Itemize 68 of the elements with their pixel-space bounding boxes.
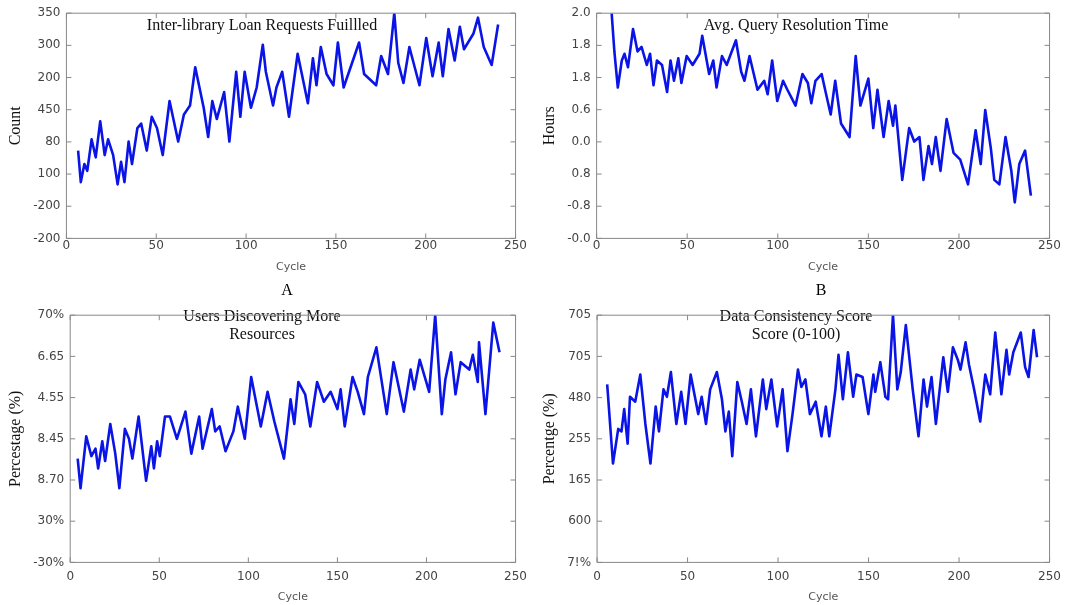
category-label: -0.8 (567, 198, 591, 213)
x-tick-label: 150 (324, 238, 348, 253)
x-tick-label: 50 (679, 568, 696, 583)
category-label: -200 (33, 230, 61, 245)
category-label: -30% (33, 554, 65, 569)
category-label: 30% (37, 512, 65, 527)
category-label: 1.8 (571, 37, 591, 52)
x-tick-label: 200 (947, 238, 971, 253)
x-tick-label: 250 (504, 238, 527, 253)
category-label: 200 (37, 69, 61, 84)
category-label: 4.55 (37, 389, 65, 404)
x-tick-label: 100 (234, 238, 258, 253)
x-axis-title: Cycle (275, 259, 307, 273)
category-label: 480 (568, 389, 592, 404)
x-tick-label: 150 (857, 568, 880, 583)
y-axis-title: Percentge (%) (539, 392, 558, 484)
category-label: 7!% (567, 554, 592, 569)
category-label: 0.0 (571, 134, 591, 149)
category-label: 70% (37, 306, 65, 321)
y-axis-title: Hours (539, 106, 557, 146)
category-label: 80 (45, 134, 61, 149)
chart-title: Avg. Query Resolution Time (703, 16, 889, 35)
category-label: 0.6 (571, 101, 591, 116)
category-label: 600 (568, 512, 592, 527)
x-tick-label: 0 (66, 568, 75, 583)
category-label: 1.8 (571, 69, 591, 84)
category-label: 705 (568, 306, 592, 321)
x-tick-label: 200 (415, 568, 438, 583)
x-tick-label: 150 (325, 568, 349, 583)
x-tick-label: 50 (151, 568, 167, 583)
category-label: -0.0 (567, 230, 591, 245)
category-label: 100 (37, 166, 61, 181)
category-label: -200 (33, 198, 61, 213)
category-label: 705 (568, 348, 592, 363)
x-tick-label: 50 (148, 238, 164, 253)
x-tick-label: 250 (504, 568, 527, 583)
text: A (280, 280, 293, 300)
x-tick-label: 250 (1038, 568, 1061, 583)
x-tick-label: 100 (766, 568, 790, 583)
x-axis-title: Cycle (808, 259, 839, 273)
x-axis-title: Cycle (808, 589, 839, 603)
category-label: 255 (568, 430, 592, 445)
x-tick-label: 0 (592, 238, 601, 253)
category-label: 2.0 (571, 5, 591, 20)
category-label: 450 (37, 101, 61, 116)
category-label: 8.45 (37, 430, 65, 445)
category-label: 165 (568, 471, 592, 486)
x-tick-label: 150 (856, 238, 880, 253)
y-axis-title: Count (5, 105, 23, 146)
x-tick-label: 0 (62, 238, 71, 253)
chart-title: Data Consistency Score Score (0-100) (719, 306, 873, 343)
x-tick-label: 200 (947, 568, 971, 583)
x-tick-label: 100 (236, 568, 260, 583)
category-label: 6.65 (37, 348, 65, 363)
x-tick-label: 100 (766, 238, 790, 253)
category-label: 0.8 (571, 166, 591, 181)
x-tick-label: 50 (679, 238, 695, 253)
y-axis-title: Percestage (%) (5, 390, 24, 487)
x-tick-label: 200 (414, 238, 438, 253)
x-tick-label: 0 (593, 568, 601, 583)
category-label: 300 (37, 37, 61, 52)
x-axis-title: Cycle (277, 589, 309, 603)
chart-title: Inter-library Loan Requests Fuillled (146, 16, 378, 35)
text: B (814, 280, 827, 300)
chart-title: Users Discovering More Resources (183, 306, 341, 342)
category-label: 8.70 (37, 471, 65, 486)
category-label: 350 (37, 5, 61, 20)
x-tick-label: 250 (1038, 238, 1061, 253)
